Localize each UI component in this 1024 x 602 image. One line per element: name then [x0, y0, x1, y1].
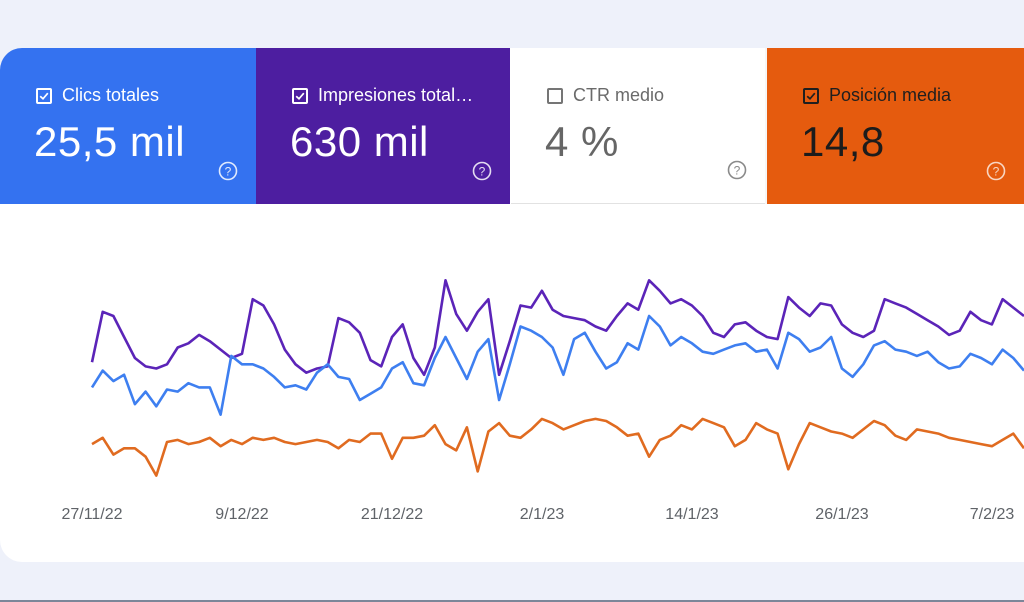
metric-label-text: Clics totales	[62, 85, 160, 105]
metric-cards: Clics totales 25,5 mil ? Impresiones tot…	[0, 48, 1024, 204]
page-bottom-divider	[0, 600, 1024, 602]
metric-label: Impresiones total…	[292, 85, 473, 106]
svg-text:?: ?	[734, 164, 741, 178]
x-tick-label: 2/1/23	[519, 506, 565, 523]
x-tick-label: 7/2/23	[969, 506, 1015, 523]
metric-card-ctr[interactable]: CTR medio 4 % ?	[511, 48, 765, 204]
metric-card-impressions[interactable]: Impresiones total… 630 mil ?	[256, 48, 510, 204]
check-icon[interactable]	[803, 87, 819, 104]
performance-panel: Clics totales 25,5 mil ? Impresiones tot…	[0, 48, 1024, 562]
metric-card-clicks[interactable]: Clics totales 25,5 mil ?	[0, 48, 256, 204]
svg-text:?: ?	[225, 165, 232, 179]
chart-plot	[90, 279, 1024, 477]
metric-value: 14,8	[801, 118, 885, 165]
metric-label: Posición media	[803, 85, 951, 106]
check-icon[interactable]	[292, 87, 308, 104]
help-circle-icon[interactable]: ?	[986, 161, 1006, 186]
metric-label-text: Impresiones total…	[318, 85, 474, 105]
svg-text:?: ?	[993, 165, 1000, 179]
metric-value: 630 mil	[290, 118, 429, 165]
x-tick-label: 9/12/22	[215, 506, 269, 523]
check-icon[interactable]	[36, 87, 52, 104]
metric-card-position[interactable]: Posición media 14,8 ?	[765, 48, 1024, 204]
checkbox-empty-icon[interactable]	[547, 87, 563, 104]
x-tick-label: 26/1/23	[815, 506, 869, 523]
series-line-impressions	[90, 279, 1024, 377]
help-circle-icon[interactable]: ?	[727, 160, 747, 185]
svg-text:?: ?	[479, 165, 486, 179]
performance-chart: 27/11/22 9/12/22 21/12/22 2/1/23 14/1/23 26/1…	[0, 204, 1024, 562]
series-line-clicks	[90, 314, 1024, 416]
x-tick-label: 14/1/23	[665, 506, 719, 523]
metric-label: Clics totales	[36, 85, 159, 106]
metric-value: 4 %	[545, 118, 619, 165]
metric-label-text: CTR medio	[573, 85, 665, 105]
x-tick-label: 21/12/22	[360, 506, 424, 523]
metric-label-text: Posición media	[829, 85, 952, 105]
series-line-position	[91, 417, 1024, 477]
metric-label: CTR medio	[547, 85, 664, 106]
metric-value: 25,5 mil	[34, 118, 186, 165]
x-tick-label: 27/11/22	[61, 506, 123, 523]
help-circle-icon[interactable]: ?	[218, 161, 238, 186]
help-circle-icon[interactable]: ?	[472, 161, 492, 186]
